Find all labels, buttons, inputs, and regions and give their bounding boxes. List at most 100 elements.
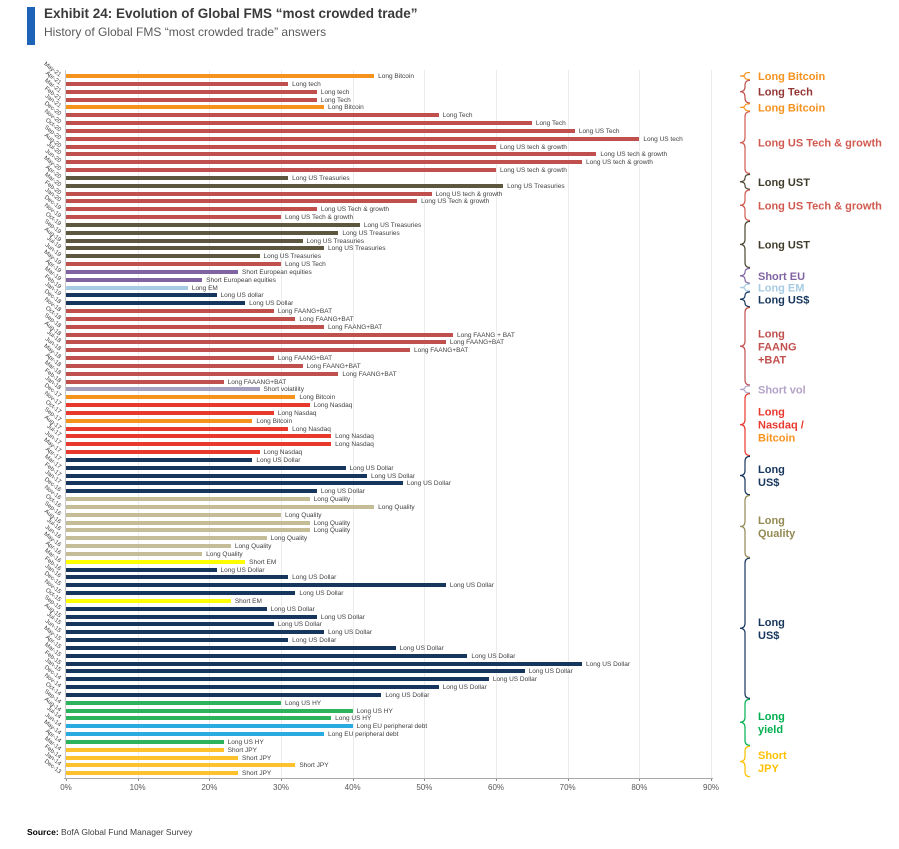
bar-trade-label: Short European equities [242, 268, 312, 276]
bar-trade-label: Long FAAANG+BAT [227, 378, 287, 386]
axis-tick [209, 777, 211, 781]
bar-trade-label: Long US HY [335, 715, 372, 723]
axis-tick-label: 70% [559, 782, 576, 792]
bar-trade-label: Long US tech & growth [600, 151, 668, 159]
bar [66, 700, 281, 705]
bar [66, 332, 453, 337]
bar-trade-label: Long US Dollar [528, 668, 573, 676]
gridline [137, 70, 139, 778]
bar-trade-label: Short JPY [299, 762, 329, 770]
bar [66, 450, 260, 455]
bar-trade-label: Long US Dollar [399, 644, 444, 652]
bar [66, 739, 224, 744]
bar-trade-label: Long Nasdaq [335, 433, 374, 441]
bar [66, 183, 504, 188]
exhibit-accent-bar [27, 7, 35, 45]
bar [66, 340, 446, 345]
exhibit-subtitle: History of Global FMS “most crowded trad… [44, 25, 327, 39]
bar-trade-label: Long US tech & growth [500, 143, 567, 151]
bar [66, 606, 267, 611]
bar [66, 191, 432, 196]
bar-trade-label: Long US Dollar [320, 488, 365, 496]
bar-trade-label: Long US Dollar [292, 637, 337, 645]
bar [66, 583, 446, 588]
bar [66, 591, 296, 596]
bar [66, 246, 324, 251]
bar-trade-label: Long US Treasuries [263, 253, 321, 261]
bar [66, 395, 296, 400]
bar [66, 277, 203, 282]
bar [66, 544, 231, 549]
bar [66, 215, 281, 219]
bar [66, 473, 367, 478]
bar-trade-label: Long US Treasuries [363, 221, 422, 229]
source-line: Source: BofA Global Fund Manager Survey [27, 827, 192, 837]
bar-trade-label: Long US Dollar [449, 582, 494, 590]
bar-trade-label: Short JPY [227, 746, 257, 754]
bar [66, 732, 324, 737]
axis-tick [424, 777, 426, 781]
bar-trade-label: Long US Tech [578, 127, 620, 135]
axis-tick [137, 777, 139, 781]
bar [66, 316, 296, 321]
bar [66, 356, 274, 361]
bar [66, 262, 281, 267]
axis-tick [639, 777, 641, 781]
bar [66, 309, 274, 314]
bar [66, 144, 496, 149]
axis-tick-label: 20% [201, 782, 218, 792]
bar-trade-label: Long Quality [313, 519, 351, 527]
bar [66, 238, 303, 243]
bar-trade-label: Long FAANG+BAT [328, 323, 383, 331]
bar [66, 653, 468, 658]
bar [66, 269, 238, 274]
bar-trade-label: Short European equities [206, 276, 276, 284]
bar-trade-label: Long tech [320, 88, 350, 96]
axis-tick [281, 777, 282, 781]
bar-trade-label: Long EU peripheral debt [356, 723, 428, 731]
bar-trade-label: Short JPY [242, 770, 272, 778]
bar-trade-label: Long US Dollar [586, 660, 631, 668]
bar-trade-label: Long US Dollar [349, 464, 394, 472]
bar-trade-label: Long US Dollar [492, 676, 537, 684]
axis-tick-label: 50% [416, 782, 433, 792]
bar-trade-label: Long Nasdaq [335, 441, 374, 449]
bar-trade-label: Long Nasdaq [313, 402, 353, 410]
bar [66, 559, 246, 564]
bar-trade-label: Long US tech & growth [435, 190, 503, 198]
bar-trade-label: Long US Treasuries [328, 245, 386, 253]
bar [66, 481, 403, 486]
bar-trade-label: Long Tech [320, 96, 351, 104]
bar-trade-label: Long Bitcoin [299, 394, 336, 402]
bar [66, 457, 253, 462]
bar [66, 465, 346, 470]
bar-trade-label: Short JPY [242, 754, 272, 762]
bar-trade-label: Long US Treasuries [342, 229, 400, 237]
gridline [352, 70, 354, 778]
bar-trade-label: Long US HY [285, 699, 322, 707]
bar [66, 708, 353, 713]
bar [66, 434, 332, 439]
bar [66, 293, 217, 298]
bar-trade-label: Long US Dollar [328, 629, 373, 637]
bar [66, 685, 439, 690]
bar-trade-label: Long US Dollar [385, 691, 430, 699]
bar-trade-label: Long FAANG+BAT [414, 347, 469, 355]
bar-trade-label: Long FAANG+BAT [277, 355, 333, 363]
x-axis-line [64, 777, 713, 779]
bar [66, 74, 375, 78]
bar-trade-label: Long Nasdaq [292, 425, 331, 433]
bar-trade-label: Long FAANG+BAT [342, 370, 397, 378]
bar-trade-label: Long US HY [227, 738, 264, 746]
bar-trade-label: Long Bitcoin [328, 104, 364, 112]
bar [66, 771, 238, 776]
bar [66, 661, 582, 666]
bar [66, 418, 253, 423]
bar [66, 536, 267, 541]
bar [66, 614, 317, 619]
bar [66, 121, 532, 125]
bar-trade-label: Long US Dollar [256, 456, 301, 464]
bar [66, 128, 575, 133]
bar [66, 716, 332, 721]
